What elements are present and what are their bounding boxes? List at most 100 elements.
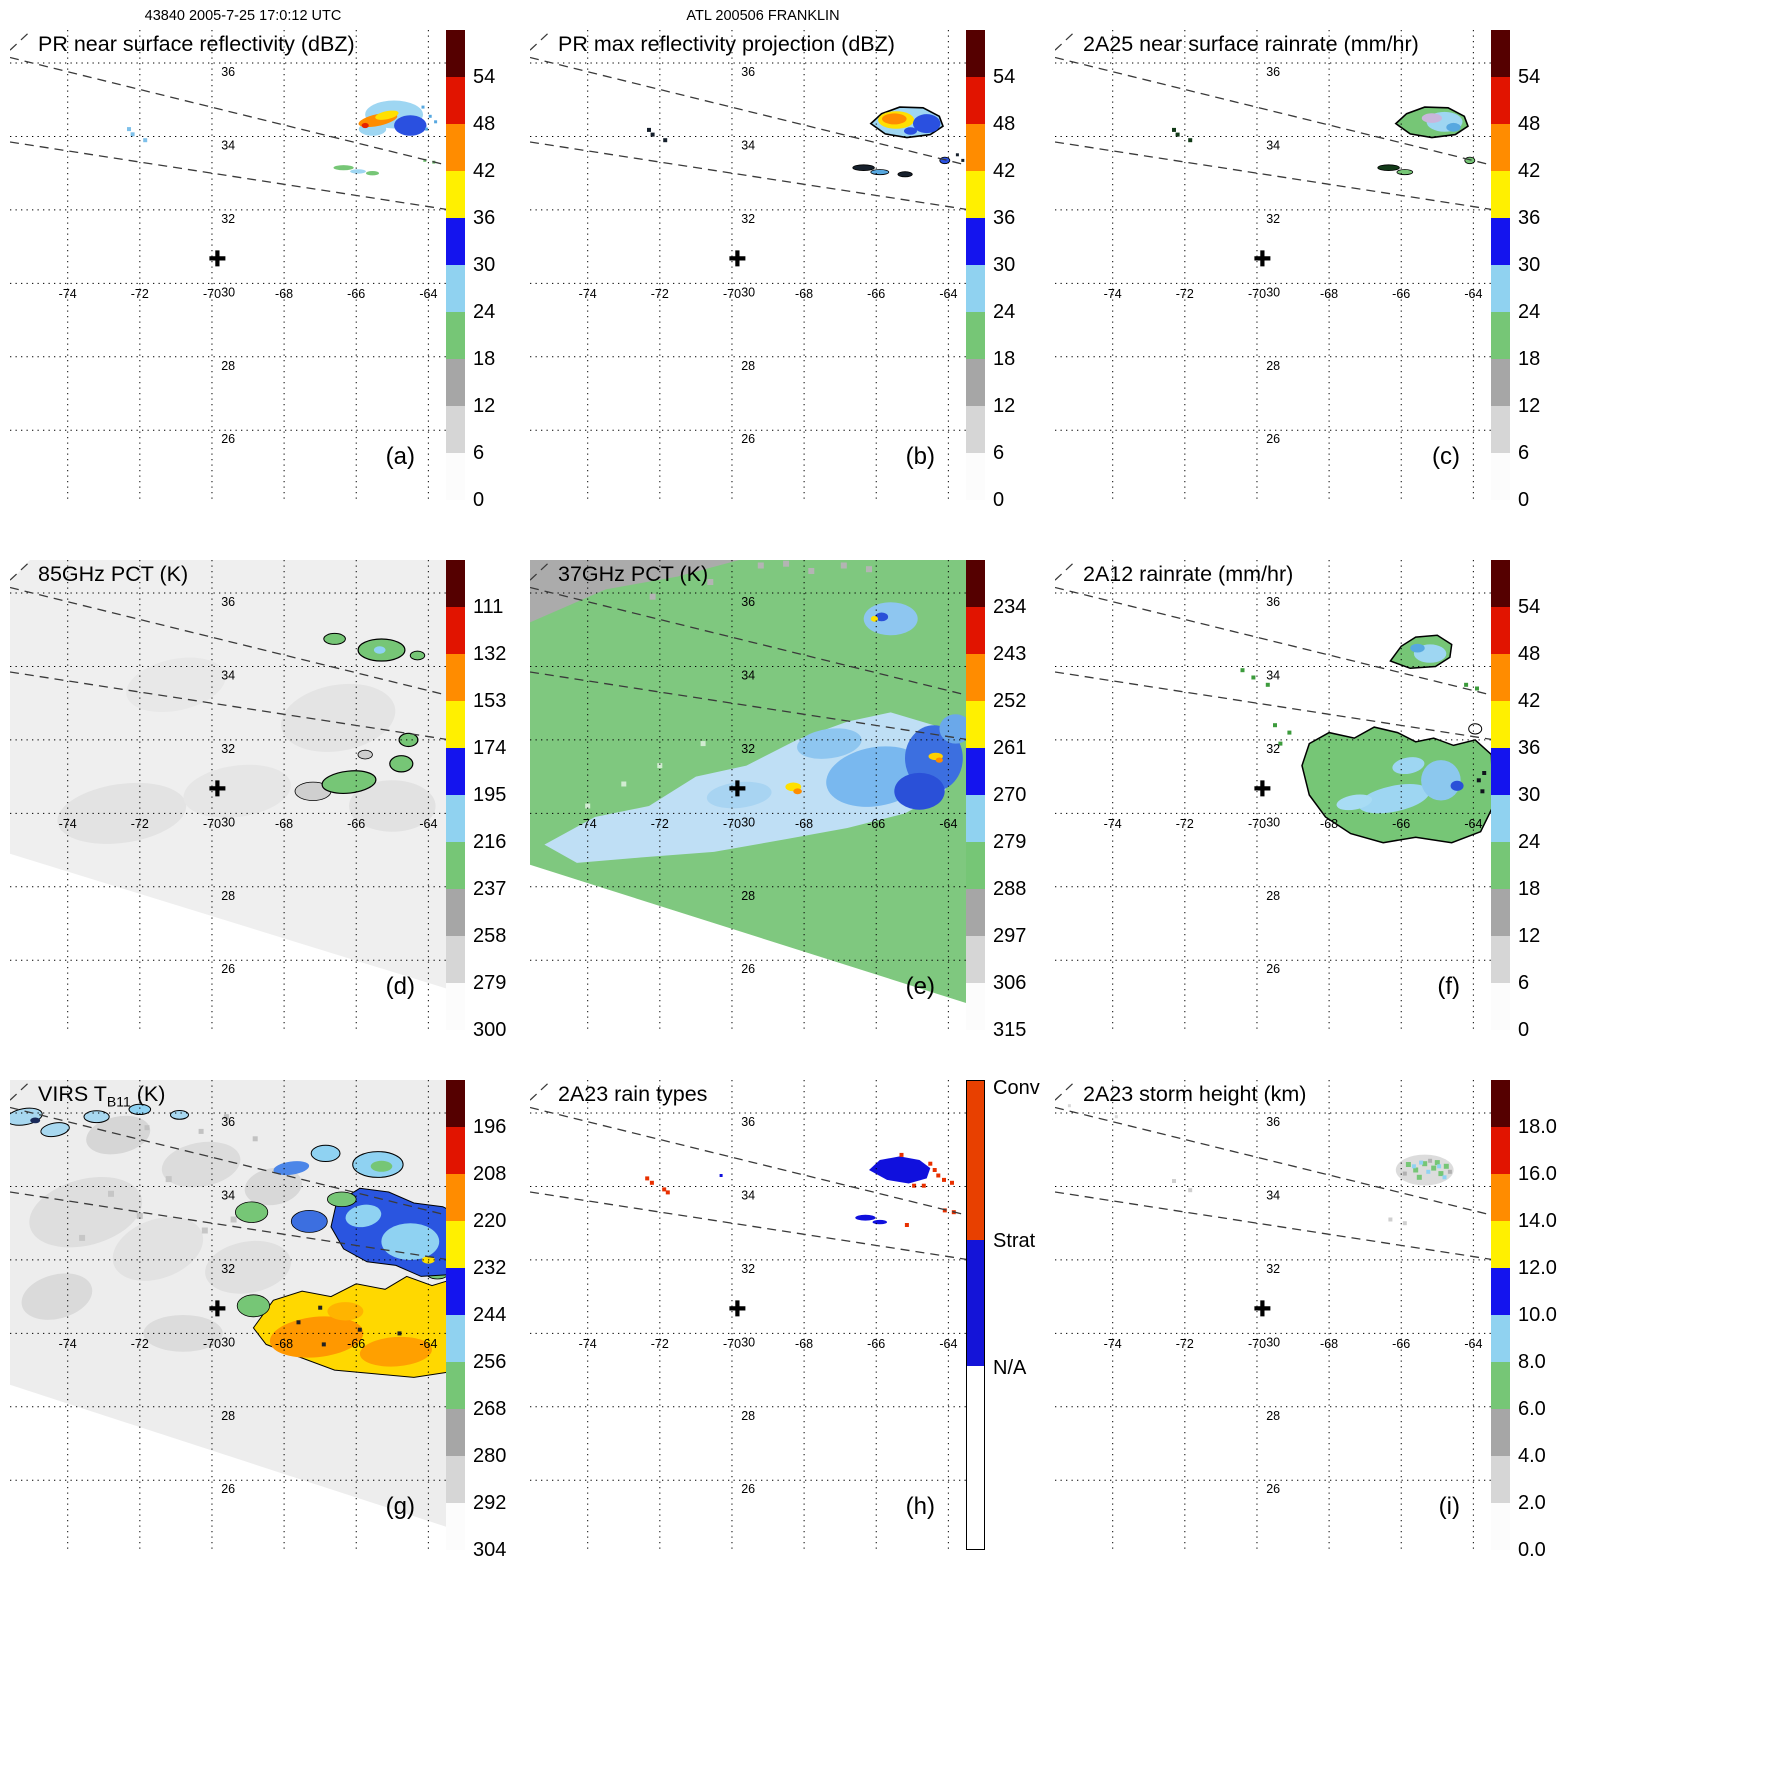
- lat-tick-label: 32: [221, 1262, 235, 1276]
- panel-h-map: 36 34 32 30 28 26 -74 -72 -70 -68 -66 -64 (h): [530, 1080, 970, 1550]
- lat-tick-label: 32: [741, 742, 755, 756]
- swath-edge-lines: [530, 30, 970, 211]
- colorbar-segment: [446, 936, 465, 983]
- map-feature: [1446, 122, 1461, 132]
- map-feature: [1396, 169, 1414, 176]
- map-speck: [1413, 1167, 1419, 1173]
- lat-tick-label: 34: [221, 669, 235, 683]
- lon-tick-label: -70: [203, 1337, 221, 1351]
- map-speck: [1437, 1164, 1442, 1169]
- colorbar-tick-label: 234: [993, 596, 1027, 618]
- swath-edge-lines: [10, 30, 450, 211]
- colorbar-tick-label: 48: [993, 113, 1016, 135]
- lat-tick-label: 36: [1266, 595, 1280, 609]
- lon-tick-label: -68: [795, 287, 813, 301]
- map-speck: [649, 593, 656, 600]
- lon-tick-label: -68: [275, 1337, 293, 1351]
- panel-a-map: 36 34 32 30 28 26 -74 -72 -70 -68 -66 -64 (a): [10, 30, 450, 500]
- colorbar-tick-label: 306: [993, 972, 1027, 994]
- panel-letter: (d): [386, 973, 415, 1000]
- map-speck: [1447, 1169, 1452, 1174]
- map-speck: [79, 1234, 86, 1241]
- colorbar-tick-label: 54: [473, 66, 496, 88]
- colorbar-tick-label: 16.0: [1518, 1163, 1557, 1185]
- map-feature: [1468, 723, 1483, 735]
- panel-a-title: PR near surface reflectivity (dBZ): [38, 32, 355, 56]
- colorbar-segment: [1491, 1362, 1510, 1409]
- panel-b-map: 36 34 32 30 28 26 -74 -72 -70 -68 -66 -64 (b): [530, 30, 970, 500]
- panel-i-title: 2A23 storm height (km): [1083, 1082, 1307, 1106]
- panel-g-title: VIRS TB11 (K): [38, 1082, 165, 1109]
- colorbar-segment: [446, 171, 465, 218]
- lat-tick-label: 36: [221, 595, 235, 609]
- axis-labels: 36 34 32 30 28 26 -74 -72 -70 -68 -66 -64: [59, 65, 438, 446]
- map-feature: [183, 764, 291, 818]
- map-speck: [1416, 1174, 1422, 1180]
- axis-labels: 36 34 32 30 28 26 -74 -72 -70 -68 -66 -64: [59, 1115, 438, 1496]
- panel-f-title: 2A12 rainrate (mm/hr): [1083, 562, 1294, 586]
- lon-tick-label: -72: [651, 287, 669, 301]
- map-feature: [882, 113, 907, 125]
- lon-tick-label: -74: [59, 817, 77, 831]
- map-feature: [205, 1240, 291, 1294]
- colorbar-segment: [967, 1240, 984, 1367]
- colorbar-segment: [966, 889, 985, 936]
- map-speck: [1265, 682, 1270, 687]
- lon-tick-label: -72: [1176, 1337, 1194, 1351]
- colorbar-tick-label: 0: [993, 489, 1005, 511]
- lon-tick-label: -70: [1248, 817, 1266, 831]
- map-data-features: [127, 100, 438, 176]
- colorbar-segment: [966, 265, 985, 312]
- panel-letter: (b): [906, 443, 935, 470]
- colorbar-tick-label: 18: [993, 348, 1016, 370]
- map-feature: [345, 1204, 382, 1228]
- panel-d-body: 85GHz PCT (K) 36 34 32 30 28 26 -74 -72 -70 -68 -6…: [10, 560, 532, 1040]
- colorbar-tick-label: 42: [993, 160, 1016, 182]
- map-speck: [936, 1173, 941, 1178]
- map-feature: [797, 728, 862, 759]
- map-speck: [1426, 1169, 1431, 1174]
- map-speck: [783, 560, 790, 567]
- colorbar-segment: [446, 406, 465, 453]
- colorbar-segment: [966, 406, 985, 453]
- map-speck: [866, 566, 872, 573]
- colorbar-tick-label: 196: [473, 1116, 507, 1138]
- colorbar-tick-label: 24: [1518, 831, 1541, 853]
- map-speck: [1411, 1164, 1416, 1169]
- colorbar-tick-label: 10.0: [1518, 1304, 1557, 1326]
- colorbar-category-label: Strat: [993, 1229, 1036, 1252]
- map-feature: [321, 770, 377, 794]
- lon-tick-label: -72: [131, 1337, 149, 1351]
- lon-tick-label: -70: [203, 287, 221, 301]
- colorbar-segment: [446, 1362, 465, 1409]
- map-feature: [1392, 757, 1425, 775]
- colorbar-tick-label: 6: [1518, 442, 1530, 464]
- map-feature: [1377, 164, 1400, 172]
- map-speck: [1428, 1158, 1433, 1163]
- panel-letter: (a): [386, 443, 415, 470]
- map-feature: [935, 757, 943, 763]
- swath-edge-lines: [530, 560, 970, 741]
- colorbar: [1491, 30, 1510, 500]
- map-feature: [269, 1316, 364, 1358]
- lon-tick-label: -64: [419, 817, 437, 831]
- map-data-features: [647, 106, 965, 178]
- grid-lines: [10, 30, 450, 500]
- lon-tick-label: -66: [1392, 1337, 1410, 1351]
- lon-tick-label: -70: [1248, 287, 1266, 301]
- colorbar-segment: [446, 1409, 465, 1456]
- colorbar-segment: [1491, 1174, 1510, 1221]
- map-feature: [872, 1219, 887, 1225]
- colorbar-tick-label: 300: [473, 1019, 507, 1041]
- lat-tick-label: 26: [741, 432, 755, 446]
- colorbar-tick-label: 153: [473, 690, 507, 712]
- colorbar-tick-label: 14.0: [1518, 1210, 1557, 1232]
- lat-tick-label: 34: [1266, 139, 1280, 153]
- colorbar-segment: [446, 124, 465, 171]
- colorbar-segment: [966, 124, 985, 171]
- lat-tick-label: 26: [221, 1482, 235, 1496]
- map-speck: [425, 127, 429, 131]
- map-feature: [1358, 784, 1430, 814]
- colorbar-segment: [446, 359, 465, 406]
- grid-lines: [530, 30, 970, 500]
